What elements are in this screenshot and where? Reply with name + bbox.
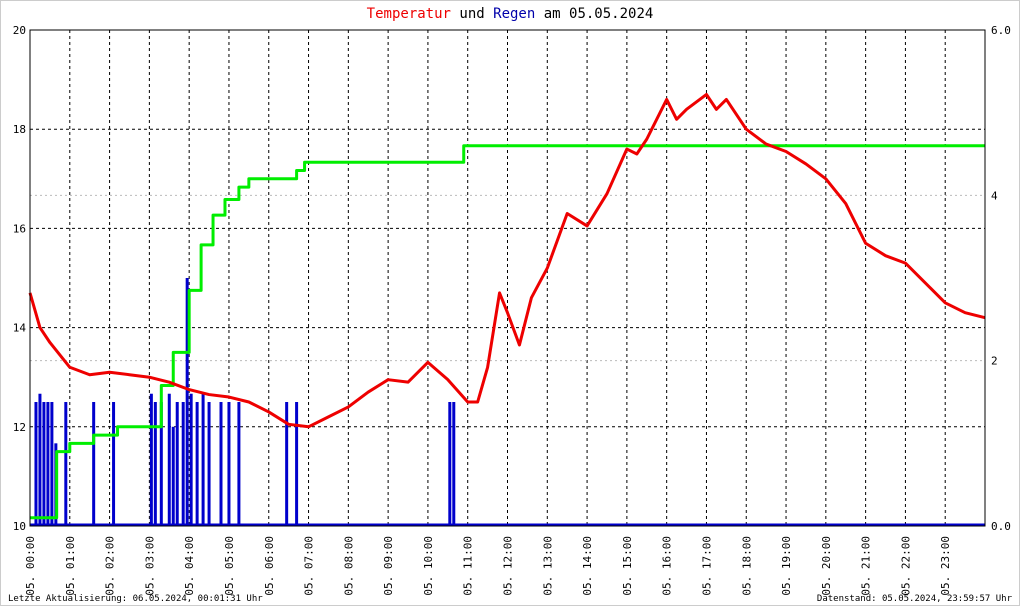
x-tick-label: 05. 09:00	[382, 536, 395, 596]
rain-bar	[285, 402, 289, 526]
rain-bar	[92, 402, 96, 526]
rain-bar	[159, 402, 163, 526]
y2-tick-label: 4	[991, 189, 998, 202]
x-tick-label: 05. 18:00	[740, 536, 753, 596]
x-tick-label: 05. 19:00	[780, 536, 793, 596]
x-tick-label: 05. 10:00	[422, 536, 435, 596]
y-tick-label: 12	[13, 421, 26, 434]
rain-sum-line	[30, 144, 985, 520]
x-tick-label: 05. 22:00	[899, 536, 912, 596]
x-tick-label: 05. 08:00	[342, 536, 355, 596]
x-tick-label: 05. 13:00	[541, 536, 554, 596]
y-tick-label: 14	[13, 322, 27, 335]
footer-left: Letzte Aktualisierung: 06.05.2024, 00:01…	[8, 594, 263, 604]
x-tick-label: 05. 16:00	[661, 536, 674, 596]
y-tick-label: 18	[13, 123, 26, 136]
x-tick-label: 05. 02:00	[104, 536, 117, 596]
x-tick-label: 05. 01:00	[64, 536, 77, 596]
rain-bar	[64, 402, 68, 526]
title-part: Regen	[493, 6, 535, 22]
rain-bar	[149, 393, 153, 526]
rain-bar	[207, 402, 211, 526]
x-tick-label: 05. 05:00	[223, 536, 236, 596]
rain-bar	[227, 402, 231, 526]
x-tick-label: 05. 03:00	[143, 536, 156, 596]
rain-bar	[167, 393, 171, 526]
rain-bar	[237, 402, 241, 526]
rain-bar	[153, 402, 157, 526]
rain-bar	[181, 402, 185, 526]
rain-bar	[448, 402, 452, 526]
rain-bar	[112, 402, 116, 526]
y2-tick-label: 6.0	[991, 24, 1011, 37]
title-part: Temperatur	[367, 6, 451, 22]
y-tick-label: 16	[13, 222, 26, 235]
rain-bar	[175, 402, 179, 526]
chart-title: Temperatur und Regen am 05.05.2024	[367, 6, 654, 22]
title-part: am 05.05.2024	[544, 6, 654, 22]
x-tick-label: 05. 20:00	[820, 536, 833, 596]
temperature-line	[28, 92, 986, 429]
x-tick-label: 05. 21:00	[860, 536, 873, 596]
rain-bar	[185, 278, 189, 526]
x-tick-label: 05. 04:00	[183, 536, 196, 596]
rain-bar	[219, 402, 223, 526]
rain-bar	[38, 393, 42, 526]
rain-bar	[50, 402, 54, 526]
footer-right: Datenstand: 05.05.2024, 23:59:57 Uhr	[817, 594, 1013, 604]
y-tick-label: 10	[13, 520, 26, 533]
rain-bar	[46, 402, 50, 526]
rain-bar	[195, 402, 199, 526]
y-tick-label: 20	[13, 24, 26, 37]
rain-bar	[171, 426, 175, 526]
y2-tick-label: 2	[991, 355, 998, 368]
y2-tick-label: 0.0	[991, 520, 1011, 533]
x-tick-label: 05. 06:00	[263, 536, 276, 596]
x-tick-label: 05. 07:00	[303, 536, 316, 596]
x-tick-label: 05. 14:00	[581, 536, 594, 596]
x-tick-label: 05. 15:00	[621, 536, 634, 596]
rain-bar	[295, 402, 299, 526]
rain-bar	[42, 402, 46, 526]
x-tick-label: 05. 17:00	[700, 536, 713, 596]
rain-bar	[34, 402, 38, 526]
plot-border	[29, 29, 986, 527]
x-tick-label: 05. 11:00	[462, 536, 475, 596]
x-tick-label: 05. 23:00	[939, 536, 952, 596]
rain-bar	[452, 402, 456, 526]
title-part: und	[459, 6, 484, 22]
rain-bar	[189, 393, 193, 526]
x-tick-label: 05. 00:00	[24, 536, 37, 596]
x-tick-label: 05. 12:00	[502, 536, 515, 596]
rain-bar	[201, 393, 205, 526]
